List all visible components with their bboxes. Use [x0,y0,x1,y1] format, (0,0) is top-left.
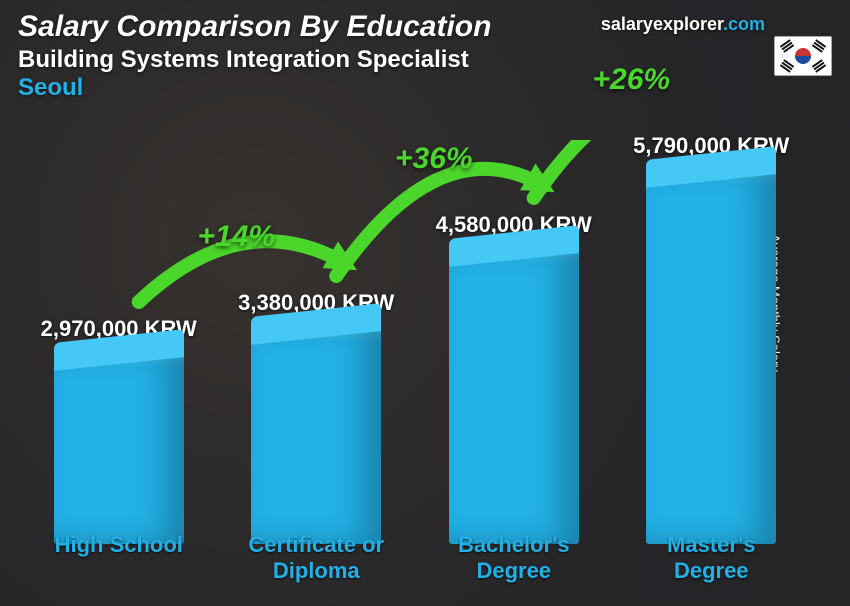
delta-label: +36% [395,142,473,176]
brand-name: salaryexplorer [601,14,723,34]
bar-slot: 3,380,000 KRW [221,290,411,544]
brand-suffix: .com [723,14,765,34]
bar [646,167,776,544]
bar [251,324,381,544]
delta-label: +14% [198,220,276,254]
chart-subtitle: Building Systems Integration Specialist [18,46,832,74]
category-label: High School [24,532,214,584]
chart-area: 2,970,000 KRW3,380,000 KRW4,580,000 KRW5… [20,140,810,584]
bar-slot: 4,580,000 KRW [419,212,609,544]
category-labels: High SchoolCertificate or DiplomaBachelo… [20,532,810,584]
bar [449,246,579,544]
delta-label: +26% [593,63,671,97]
chart-city: Seoul [18,74,832,102]
bar-slot: 5,790,000 KRW [616,133,806,544]
bars-container: 2,970,000 KRW3,380,000 KRW4,580,000 KRW5… [20,140,810,544]
south-korea-flag-icon [774,36,832,76]
infographic-root: Salary Comparison By Education Building … [0,0,850,606]
bar [54,350,184,544]
category-label: Bachelor's Degree [419,532,609,584]
category-label: Certificate or Diploma [221,532,411,584]
category-label: Master's Degree [616,532,806,584]
brand-label: salaryexplorer.com [601,14,765,35]
bar-slot: 2,970,000 KRW [24,316,214,544]
